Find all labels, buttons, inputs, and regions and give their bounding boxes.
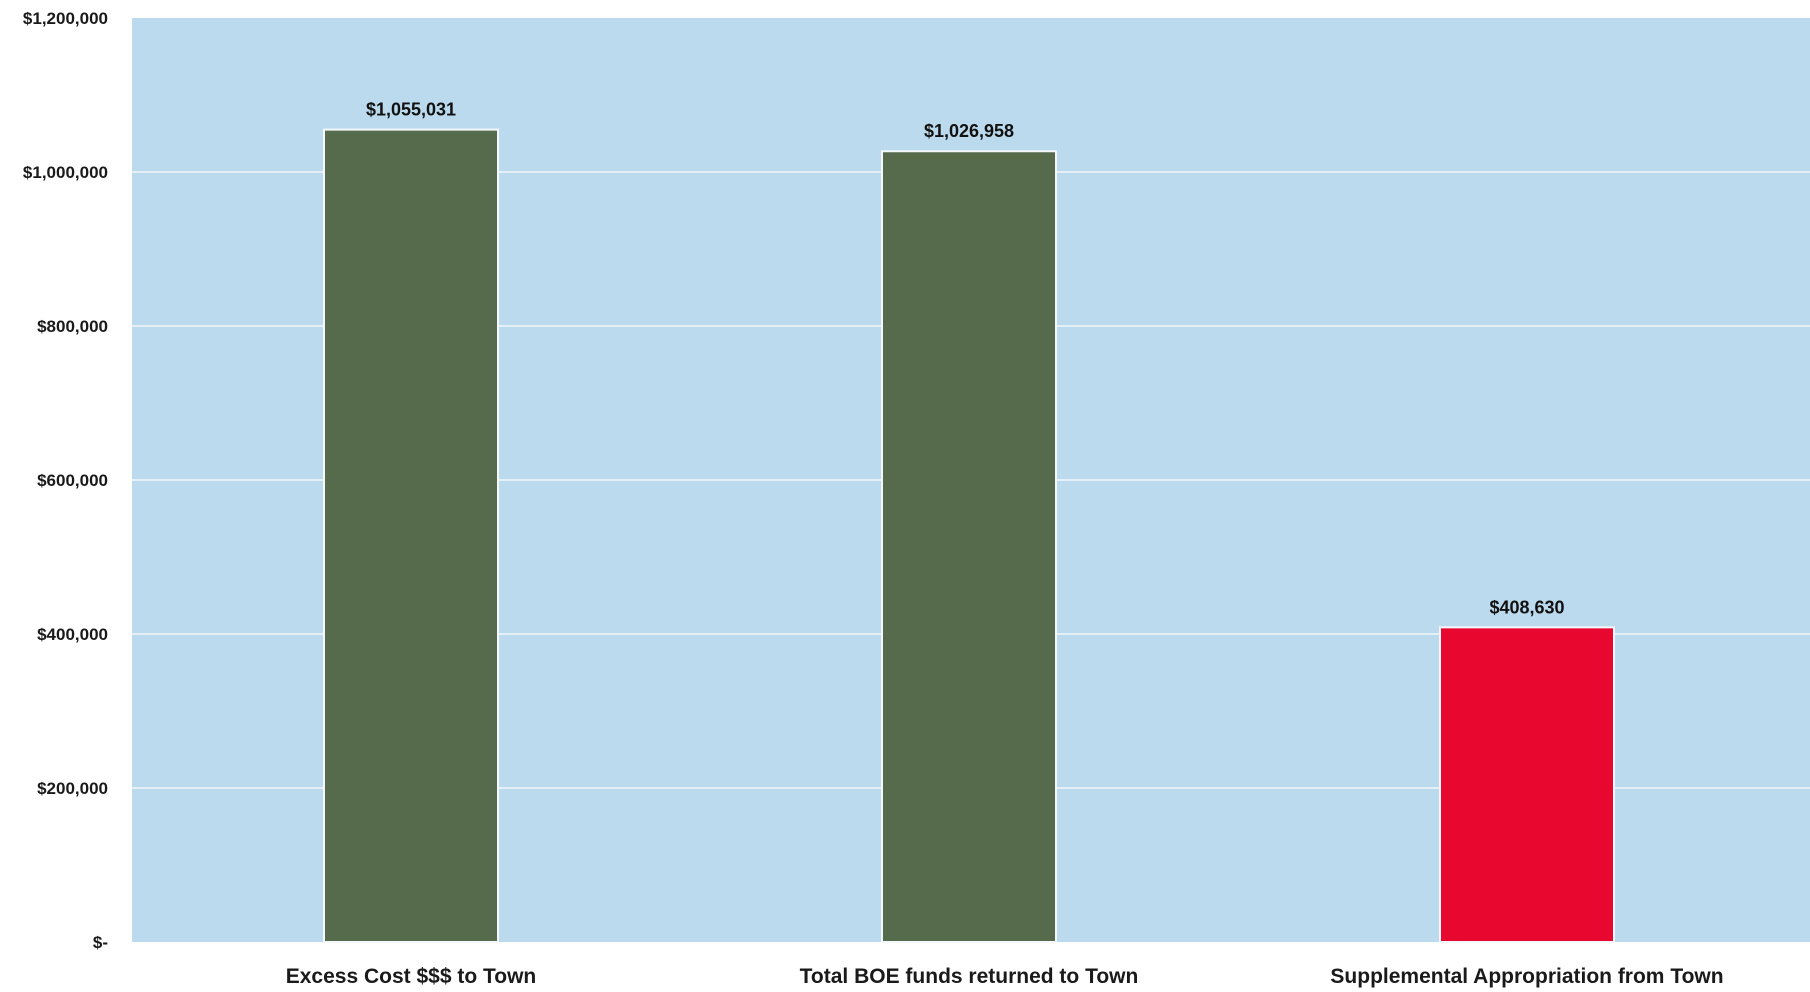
y-tick-label: $200,000 bbox=[37, 779, 108, 798]
data-labels: $1,055,031 $1,026,958 $408,630 bbox=[366, 100, 1565, 618]
x-category-label: Supplemental Appropriation from Town bbox=[1330, 965, 1723, 988]
bar bbox=[323, 128, 499, 943]
y-tick-label: $400,000 bbox=[37, 625, 108, 644]
data-label: $408,630 bbox=[1489, 597, 1564, 617]
data-label: $1,026,958 bbox=[924, 121, 1014, 141]
bar bbox=[881, 150, 1057, 944]
y-tick-label: $1,000,000 bbox=[23, 163, 108, 182]
y-axis: $- $200,000 $400,000 $600,000 $800,000 $1,000… bbox=[23, 9, 108, 952]
x-axis: Excess Cost $$$ to Town Total BOE funds r… bbox=[286, 965, 1724, 988]
bar bbox=[1439, 626, 1615, 944]
y-tick-label: $800,000 bbox=[37, 317, 108, 336]
data-label: $1,055,031 bbox=[366, 100, 456, 120]
x-category-label: Excess Cost $$$ to Town bbox=[286, 965, 537, 988]
x-category-label: Total BOE funds returned to Town bbox=[800, 965, 1139, 988]
bars bbox=[323, 128, 1615, 944]
y-tick-label: $- bbox=[93, 933, 108, 952]
y-tick-label: $1,200,000 bbox=[23, 9, 108, 28]
y-tick-label: $600,000 bbox=[37, 471, 108, 490]
